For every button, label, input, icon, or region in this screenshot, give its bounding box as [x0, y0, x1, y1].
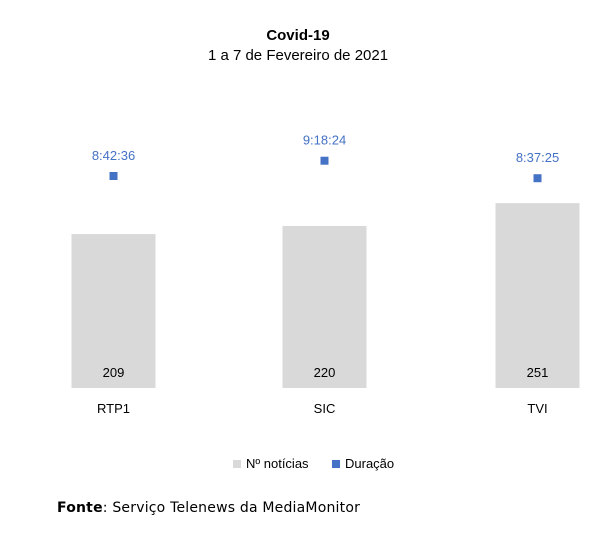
duration-point-rtp1	[109, 172, 118, 180]
bar-label-sic: 220	[314, 365, 336, 380]
source-text: : Serviço Telenews da MediaMonitor	[102, 500, 361, 516]
x-tick-rtp1: RTP1	[97, 401, 130, 416]
legend-label-noticias: Nº notícias	[246, 456, 309, 471]
legend: Nº notícias Duração	[233, 456, 394, 471]
bar-label-rtp1: 209	[103, 365, 125, 380]
bar-tvi	[495, 203, 580, 388]
bar-label-tvi: 251	[527, 365, 549, 380]
source-note: Fonte: Serviço Telenews da MediaMonitor	[57, 500, 360, 516]
legend-label-duracao: Duração	[345, 456, 394, 471]
bar-rtp1	[71, 234, 156, 388]
bar-sic	[282, 225, 367, 388]
chart: Covid-19 1 a 7 de Fevereiro de 2021 209 8…	[71, 27, 580, 471]
chart-subtitle: 1 a 7 de Fevereiro de 2021	[208, 47, 388, 64]
chart-title: Covid-19	[266, 27, 329, 44]
x-tick-sic: SIC	[314, 401, 336, 416]
legend-swatch-duracao	[332, 460, 340, 468]
x-tick-tvi: TVI	[527, 401, 547, 416]
duration-label-rtp1: 8:42:36	[92, 148, 135, 163]
duration-label-sic: 9:18:24	[303, 133, 346, 148]
plot-area: 209 8:42:36 RTP1 220 9:18:24 SIC 251 8:37:25 TVI	[71, 133, 580, 416]
duration-point-tvi	[533, 174, 542, 183]
source-label: Fonte	[57, 500, 103, 516]
duration-label-tvi: 8:37:25	[516, 150, 559, 165]
legend-swatch-noticias	[233, 460, 241, 468]
duration-point-sic	[320, 156, 329, 165]
